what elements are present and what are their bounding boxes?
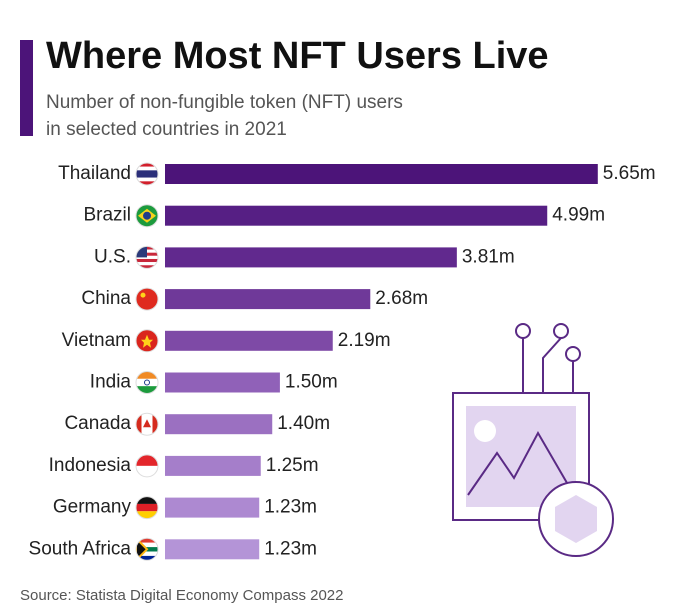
source: Source: Statista Digital Economy Compass… [20,587,344,604]
flag-band [136,265,158,269]
category-label: Germany [53,497,132,518]
value-label: 4.99m [552,205,605,226]
flag-shape [140,292,146,298]
flag-band [136,166,158,171]
flag-body [136,204,158,227]
flag-band [136,163,158,167]
bar [165,205,548,226]
flag-icon [135,537,159,561]
flag-outline [135,287,159,311]
title-accent [20,40,33,136]
value-label: 5.65m [603,163,656,184]
flag-icon [135,245,159,269]
category-label: Canada [64,413,131,434]
flag-outline [135,245,159,269]
flag-body [136,246,158,269]
flag-band [147,413,153,436]
bar [165,372,280,393]
value-label: 1.25m [266,455,319,476]
value-label: 2.19m [338,330,391,351]
bar [165,539,260,560]
flag-band [136,465,158,477]
flag-outline [135,162,159,186]
flag-outline [135,496,159,520]
flag-band [136,258,158,263]
flag-shape [136,246,147,258]
bar [165,497,260,518]
flag-band [136,551,158,556]
flag-icon [135,204,159,228]
flag-body [136,288,158,311]
flag-band [136,555,158,561]
value-label: 3.81m [462,246,515,267]
chart-title: Where Most NFT Users Live [46,35,549,77]
category-label: South Africa [29,538,132,559]
flag-outline [135,537,159,561]
flag-outline [135,371,159,394]
flag-icon [135,162,159,186]
flag-outline [135,329,159,353]
category-label: Vietnam [62,330,131,351]
flag-band [136,378,158,387]
bar [165,330,333,351]
bar [165,247,457,268]
flag-band [141,413,147,436]
flag-body [136,413,158,436]
nft-illustration [452,323,614,557]
flag-band [136,496,158,504]
category-label: U.S. [94,246,131,267]
category-label: China [81,288,131,309]
flag-band [136,170,158,174]
flag-body [136,329,158,352]
flag-body [136,371,158,394]
bar [165,455,261,476]
category-label: Indonesia [49,455,132,476]
flag-band [136,503,158,512]
flag-outline [135,454,159,478]
flag-body [136,496,158,519]
flag-body [136,454,158,477]
flag-icon [135,412,159,436]
flag-body [136,163,158,185]
flag-body [136,538,158,561]
flag-outline [135,204,159,228]
flag-shape [144,379,150,386]
flag-icon [135,371,159,394]
bar [165,289,371,310]
flag-band [136,174,158,178]
category-label: Thailand [58,163,131,184]
flag-shape [136,538,149,561]
flag-shape [141,334,153,348]
value-label: 2.68m [375,288,428,309]
category-label: India [90,372,132,393]
value-label: 1.40m [277,413,330,434]
bar [165,164,598,184]
flag-icon [135,454,159,478]
flag-shape [143,419,151,428]
flag-band [136,538,158,543]
flag-band [136,386,158,394]
bar [165,414,273,435]
flag-band [136,177,158,182]
flag-icon [135,329,159,353]
flag-icon [135,287,159,311]
flag-band [136,542,158,548]
flag-outline [135,412,159,436]
flag-band [136,454,158,466]
category-label: Brazil [83,205,131,226]
flag-band [136,371,158,379]
subtitle: Number of non-fungible token (NFT) users [46,92,403,113]
flag-band [136,413,142,436]
value-label: 1.23m [264,497,317,518]
value-label: 1.23m [264,538,317,559]
flag-band [152,413,158,436]
flag-shape [143,211,151,220]
flag-band [136,181,158,185]
value-label: 1.50m [285,372,338,393]
flag-band [136,262,158,266]
flag-band [136,511,158,519]
subtitle: in selected countries in 2021 [46,119,287,140]
flag-icon [135,496,159,520]
